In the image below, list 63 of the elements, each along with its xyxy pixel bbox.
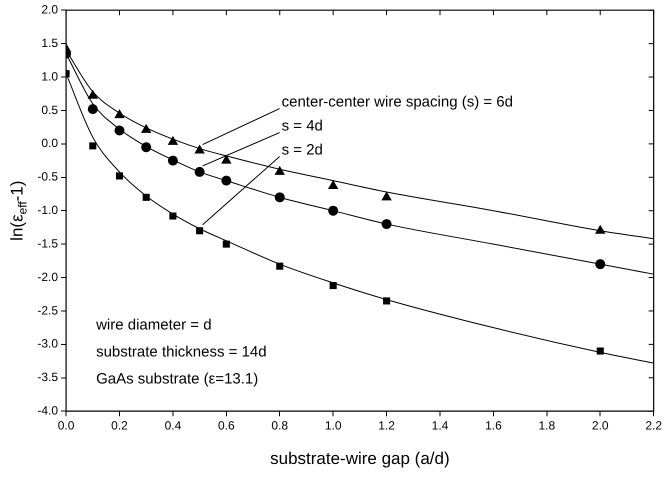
point [222, 240, 230, 248]
text: s = 2d [282, 142, 323, 159]
annotation: GaAs substrate (ε=13.1) [96, 370, 258, 388]
point [114, 109, 125, 118]
point [381, 191, 392, 200]
x-tick-label: 0.2 [111, 418, 128, 433]
point [221, 154, 232, 164]
point [169, 212, 176, 220]
point [595, 224, 606, 234]
y-tick-label: 1.0 [41, 69, 58, 84]
point [88, 90, 98, 99]
y-axis-title: ln(εeff-1) [8, 180, 30, 241]
point [88, 104, 98, 114]
y-tick-label: 2.0 [41, 2, 58, 17]
y-tick-label: -3.0 [37, 336, 58, 351]
y-tick-label: -1.5 [37, 236, 58, 250]
point [596, 348, 604, 355]
annotation: wire diameter = d [95, 316, 212, 334]
y-tick-label: -4.0 [37, 404, 58, 418]
text: s = 4d [282, 118, 323, 135]
x-tick-label: 0.0 [58, 418, 75, 433]
point [141, 124, 152, 133]
point [168, 136, 178, 145]
y-tick-label: 0.0 [41, 136, 58, 150]
point [141, 142, 152, 152]
point [142, 194, 150, 201]
x-tick-label: 1.0 [324, 418, 342, 433]
y-tick-label: -1.0 [37, 203, 58, 218]
point [89, 142, 96, 150]
y-tick-label: -0.5 [37, 170, 58, 184]
point [595, 259, 606, 270]
x-tick-label: 1.8 [538, 418, 556, 433]
point [196, 227, 204, 234]
x-tick-label: 0.8 [271, 418, 288, 433]
point [114, 126, 124, 136]
x-tick-label: 0.4 [164, 418, 182, 433]
point [382, 219, 392, 230]
y-tick-label: 0.5 [41, 102, 58, 117]
point [330, 282, 337, 290]
x-tick-label: 1.2 [378, 418, 396, 433]
point [194, 144, 205, 154]
point [116, 172, 124, 180]
point [274, 192, 285, 202]
text: center-center wire spacing (s) = 6d [282, 94, 513, 111]
point [383, 297, 390, 304]
point [194, 166, 205, 177]
x-tick-label: 2.0 [592, 418, 609, 433]
x-tick-label: 1.4 [432, 418, 449, 433]
x-axis-title: substrate-wire gap (a/d) [270, 448, 450, 468]
point [221, 176, 232, 186]
point [328, 180, 338, 189]
y-tick-label: -2.5 [37, 303, 58, 318]
x-tick-label: 1.6 [485, 418, 502, 433]
x-tick-label: 0.6 [218, 418, 235, 433]
y-tick-label: -3.5 [37, 370, 58, 384]
point [168, 156, 178, 166]
y-tick-label: -2.0 [37, 270, 58, 284]
x-tick-label: 2.2 [645, 418, 662, 433]
y-tick-label: 1.5 [41, 36, 58, 50]
point [274, 166, 285, 175]
point [276, 262, 284, 270]
point [328, 206, 338, 216]
annotation: substrate thickness = 14d [96, 343, 267, 360]
